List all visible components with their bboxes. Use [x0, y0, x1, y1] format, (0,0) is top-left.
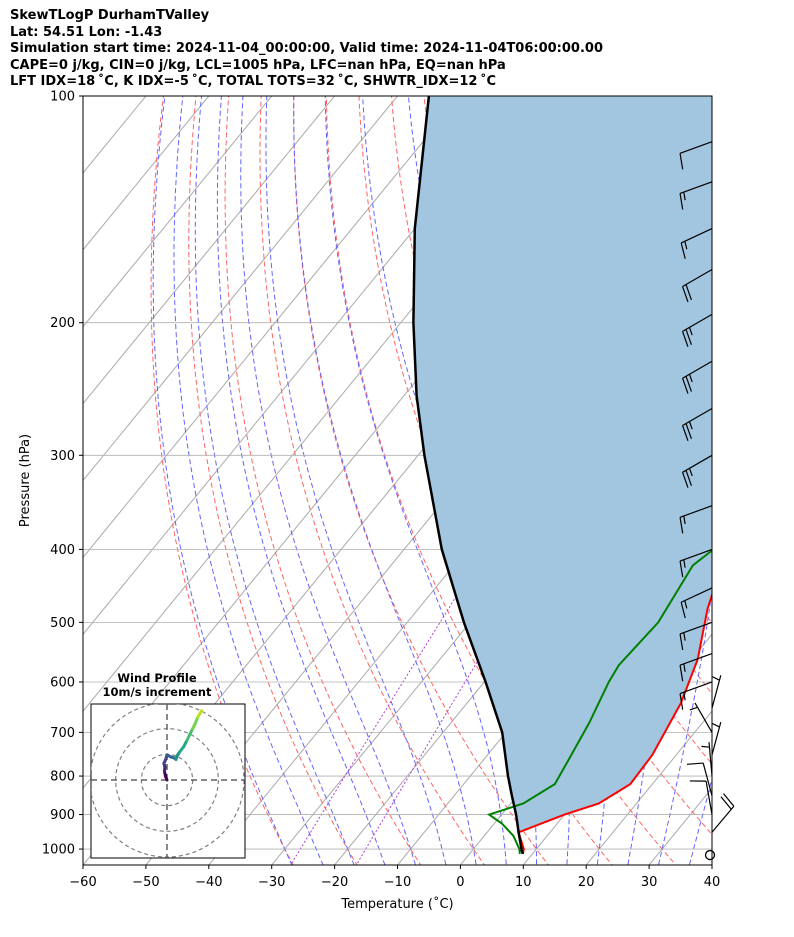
hodograph-subtitle: 10m/s increment [103, 685, 212, 699]
wind-barb [679, 621, 713, 651]
x-tick-label: 10 [515, 875, 532, 890]
moist-adiabat-line [240, 96, 417, 865]
wind-barb [701, 742, 713, 777]
y-tick-label: 900 [50, 808, 75, 823]
wind-barb [681, 407, 713, 442]
x-tick-label: 30 [641, 875, 658, 890]
isotherm-line [396, 479, 712, 865]
dewpoint-profile-line [486, 549, 712, 854]
dry-adiabat-line [224, 96, 422, 865]
isotherm-line [83, 96, 462, 559]
wind-barb [679, 181, 713, 210]
wind-barb [689, 780, 713, 815]
temperature-profile-line [517, 591, 712, 855]
y-tick-label: 600 [50, 675, 75, 690]
wind-barb [679, 141, 713, 170]
moist-adiabat-line [747, 79, 794, 880]
y-tick-label: 1000 [42, 843, 75, 858]
x-tick-label: 0 [456, 875, 464, 890]
x-tick-label: −60 [69, 875, 96, 890]
dry-adiabat-line [293, 96, 549, 865]
parcel-path-line [412, 96, 525, 855]
calm-wind-circle [704, 849, 716, 861]
hodograph-title: Wind Profile [117, 671, 197, 685]
dry-adiabat-line [712, 79, 794, 880]
cin-shading [413, 96, 712, 854]
location-line: Lat: 54.51 Lon: -1.43 [10, 24, 163, 40]
isotherm-line [83, 96, 399, 482]
isotherm-line [711, 864, 712, 865]
x-axis-label: Temperature (˚C) [340, 896, 453, 912]
y-axis-label: Pressure (hPa) [18, 434, 33, 527]
y-tick-label: 500 [50, 616, 75, 631]
x-tick-label: −40 [195, 875, 222, 890]
isotherm-line [83, 96, 210, 251]
time-line: Simulation start time: 2024-11-04_00:00:… [10, 41, 603, 56]
x-tick-label: −50 [132, 875, 159, 890]
wind-barb [679, 505, 713, 534]
moist-adiabat-line [265, 96, 447, 865]
wind-barb [686, 762, 713, 797]
wind-barb [689, 702, 713, 733]
x-tick-label: 40 [704, 875, 721, 890]
x-tick-label: 20 [578, 875, 595, 890]
dry-adiabat-line [188, 96, 358, 865]
moist-adiabat-line [293, 96, 477, 865]
wind-barb [681, 454, 713, 488]
dry-adiabat-line [325, 96, 613, 865]
wind-barb [679, 548, 713, 578]
dry-adiabat-line [391, 96, 712, 836]
cape-line: CAPE=0 j/kg, CIN=0 j/kg, LCL=1005 hPa, L… [10, 57, 506, 73]
dry-adiabat-line [744, 79, 794, 880]
x-tick-label: −20 [321, 875, 348, 890]
moist-adiabat-line [194, 96, 355, 865]
index-line: LFT IDX=18 ˚C, K IDX=-5 ˚C, TOTAL TOTS=3… [10, 74, 497, 89]
y-tick-label: 200 [50, 316, 75, 331]
mixing-ratio-line [289, 549, 487, 865]
plot-area [83, 79, 794, 880]
y-tick-label: 100 [50, 90, 75, 105]
wind-barb [679, 681, 713, 710]
wind-barb [681, 269, 713, 303]
isotherm-line [83, 96, 84, 97]
wind-barb [681, 313, 713, 347]
moist-adiabat-line [152, 96, 293, 865]
moist-adiabat-line [324, 96, 507, 865]
wind-barb [711, 793, 735, 833]
isotherm-line [83, 96, 336, 405]
x-tick-label: −10 [384, 875, 411, 890]
station-title: SkewTLogP DurhamTValley [10, 8, 210, 23]
y-tick-label: 400 [50, 543, 75, 558]
isotherm-line [585, 710, 712, 865]
chart-header: SkewTLogP DurhamTValley Lat: 54.51 Lon: … [10, 8, 603, 91]
moist-adiabat-line [173, 96, 324, 865]
y-tick-label: 700 [50, 726, 75, 741]
y-tick-label: 800 [50, 770, 75, 785]
x-tick-label: −30 [258, 875, 285, 890]
isotherm-line [83, 96, 273, 328]
wind-barb [679, 652, 713, 682]
wind-barb [680, 228, 713, 259]
wind-barb [681, 360, 713, 394]
y-tick-label: 300 [50, 449, 75, 464]
wind-barb [680, 587, 713, 619]
moist-adiabat-line [216, 96, 386, 865]
hodograph-segment [196, 709, 204, 719]
wind-barb [711, 675, 722, 709]
dry-adiabat-line [776, 79, 794, 880]
wind-barbs [679, 141, 735, 861]
wind-barb [711, 721, 722, 756]
moist-adiabat-line [716, 79, 794, 880]
